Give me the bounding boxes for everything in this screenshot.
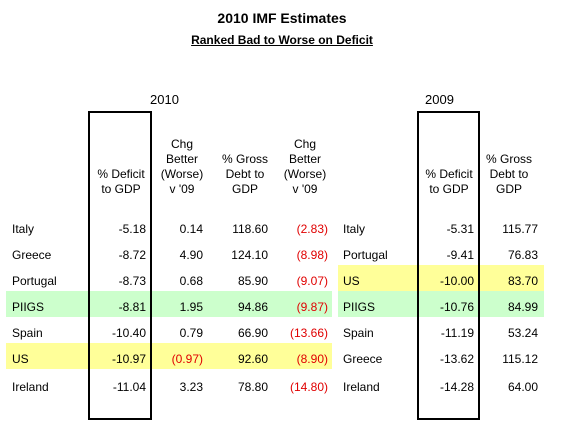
highlight-piigs-2010 — [6, 291, 332, 317]
row-deficit: -8.72 — [118, 248, 146, 262]
row-debt: 92.60 — [237, 352, 268, 366]
row-debt: 78.80 — [237, 380, 268, 394]
row-debt: 84.99 — [507, 300, 538, 314]
header-line: Chg — [170, 137, 193, 151]
row-deficit: -13.62 — [439, 352, 474, 366]
deficit-2010-box — [88, 111, 152, 420]
page-title: 2010 IMF Estimates — [217, 10, 347, 26]
row-country: Italy — [343, 222, 366, 236]
header-line: % Gross — [485, 152, 532, 166]
row-country: Spain — [12, 326, 43, 340]
row-country: Ireland — [12, 380, 49, 394]
row-deficit: -5.18 — [118, 222, 146, 236]
row-deficit: -14.28 — [439, 380, 474, 394]
row-debt: 53.24 — [507, 326, 538, 340]
header-line: Debt to — [225, 167, 265, 181]
header-deficit-2010: % Deficit to GDP — [90, 167, 152, 197]
row-debt: 64.00 — [507, 380, 538, 394]
row-chg-debt: (14.80) — [289, 380, 328, 394]
header-line: to GDP — [101, 182, 141, 196]
header-chg-deficit-2010: Chg Better (Worse) v '09 — [152, 137, 212, 197]
row-deficit: -9.41 — [446, 248, 474, 262]
header-line: GDP — [231, 182, 258, 196]
row-chg-deficit: 0.14 — [179, 222, 203, 236]
row-chg-deficit: 0.79 — [179, 326, 203, 340]
row-deficit: -10.76 — [439, 300, 474, 314]
row-deficit: -8.81 — [118, 300, 146, 314]
row-chg-debt: (13.66) — [289, 326, 328, 340]
row-debt: 118.60 — [232, 222, 268, 236]
row-country: Italy — [12, 222, 35, 236]
row-deficit: -11.19 — [440, 326, 474, 340]
header-line: Better — [288, 152, 321, 166]
row-debt: 124.10 — [231, 248, 268, 262]
row-country: Ireland — [343, 380, 380, 394]
row-chg-debt: (8.98) — [296, 248, 328, 262]
header-line: (Worse) — [283, 167, 327, 181]
row-chg-deficit: 3.23 — [179, 380, 203, 394]
row-chg-debt: (9.07) — [296, 274, 328, 288]
header-chg-debt-2010: Chg Better (Worse) v '09 — [275, 137, 335, 197]
row-country: US — [343, 274, 360, 288]
row-debt: 85.90 — [237, 274, 268, 288]
header-line: % Deficit — [97, 167, 145, 181]
row-deficit: -5.31 — [446, 222, 474, 236]
header-line: Better — [165, 152, 198, 166]
row-deficit: -11.04 — [112, 380, 146, 394]
row-deficit: -10.00 — [439, 274, 474, 288]
row-chg-deficit: 1.95 — [179, 300, 203, 314]
row-country: Portugal — [12, 274, 57, 288]
header-deficit-2009: % Deficit to GDP — [418, 167, 480, 197]
row-debt: 83.70 — [507, 274, 538, 288]
row-chg-deficit: (0.97) — [171, 352, 203, 366]
header-line: Chg — [293, 137, 316, 151]
row-country: PIIGS — [343, 300, 376, 314]
header-debt-2009: % Gross Debt to GDP — [478, 152, 540, 197]
header-line: v '09 — [292, 182, 318, 196]
row-deficit: -10.40 — [111, 326, 146, 340]
highlight-piigs-2009 — [338, 291, 544, 317]
row-debt: 115.12 — [502, 352, 538, 366]
header-line: Debt to — [489, 167, 529, 181]
header-line: (Worse) — [160, 167, 204, 181]
row-deficit: -8.73 — [118, 274, 146, 288]
header-line: % Gross — [221, 152, 268, 166]
highlight-us-2009 — [338, 265, 544, 291]
row-debt: 76.83 — [507, 248, 538, 262]
row-chg-deficit: 4.90 — [179, 248, 203, 262]
row-debt: 115.77 — [502, 222, 538, 236]
row-country: US — [12, 352, 29, 366]
highlight-us-2010 — [6, 343, 332, 369]
header-line: GDP — [495, 182, 522, 196]
row-country: Portugal — [343, 248, 388, 262]
header-debt-2010: % Gross Debt to GDP — [210, 152, 280, 197]
header-line: v '09 — [169, 182, 195, 196]
row-debt: 66.90 — [237, 326, 268, 340]
row-country: Greece — [12, 248, 52, 262]
header-line: to GDP — [429, 182, 469, 196]
row-deficit: -10.97 — [111, 352, 146, 366]
row-chg-debt: (2.83) — [296, 222, 328, 236]
row-debt: 94.86 — [237, 300, 268, 314]
row-country: Greece — [343, 352, 383, 366]
row-chg-deficit: 0.68 — [179, 274, 203, 288]
row-chg-debt: (8.90) — [296, 352, 328, 366]
page-subtitle: Ranked Bad to Worse on Deficit — [191, 33, 373, 47]
header-line: % Deficit — [425, 167, 473, 181]
year-2010-label: 2010 — [150, 92, 179, 107]
year-2009-label: 2009 — [425, 92, 454, 107]
row-chg-debt: (9.87) — [296, 300, 328, 314]
row-country: PIIGS — [12, 300, 45, 314]
deficit-2009-box — [417, 111, 480, 420]
row-country: Spain — [343, 326, 374, 340]
